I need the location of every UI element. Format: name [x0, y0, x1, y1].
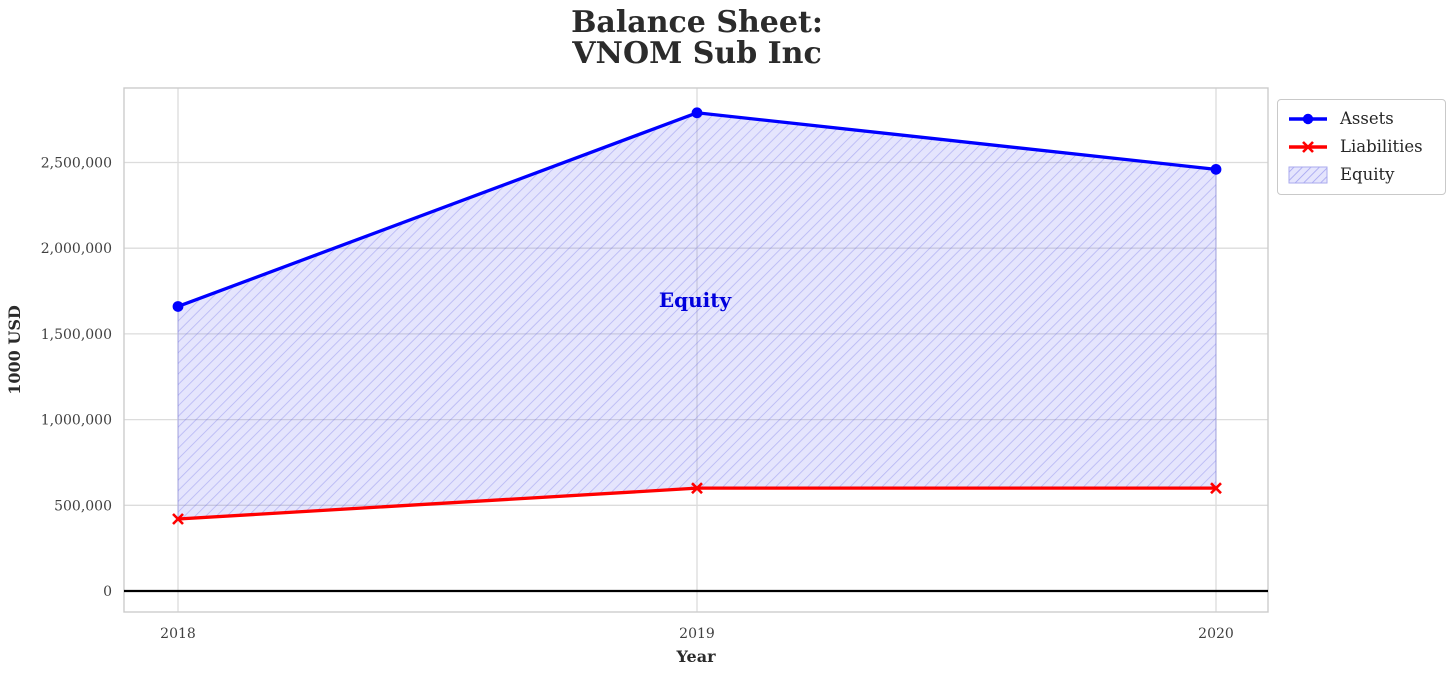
- legend-label-liabilities: Liabilities: [1340, 137, 1423, 156]
- y-tick-label: 2,000,000: [41, 241, 112, 257]
- y-axis-label: 1000 USD: [5, 305, 24, 395]
- x-tick-labels: 2018 2019 2020: [160, 626, 1234, 642]
- assets-marker: [1210, 163, 1222, 175]
- chart-title-line2: VNOM Sub Inc: [571, 36, 822, 71]
- legend: Assets Liabilities Equity: [1277, 99, 1446, 195]
- series-layer: [124, 107, 1268, 593]
- plot-border: [123, 87, 1269, 613]
- assets-line-circle-icon: [1289, 113, 1327, 124]
- x-axis-label: Year: [675, 647, 716, 666]
- x-tick-label: 2019: [679, 626, 715, 642]
- legend-item-liabilities: Liabilities: [1287, 135, 1435, 158]
- equity-area-annotation: Equity: [659, 288, 733, 312]
- x-tick-label: 2018: [160, 626, 196, 642]
- legend-label-assets: Assets: [1340, 109, 1394, 128]
- liabilities-marker: [1210, 482, 1222, 495]
- legend-item-assets: Assets: [1287, 107, 1435, 130]
- assets-marker: [691, 107, 703, 119]
- y-tick-label: 0: [103, 584, 112, 600]
- legend-label-equity: Equity: [1340, 165, 1395, 184]
- y-tick-label: 2,500,000: [41, 156, 112, 172]
- y-tick-label: 500,000: [54, 498, 112, 514]
- x-tick-label: 2020: [1198, 626, 1234, 642]
- legend-item-equity: Equity: [1287, 163, 1435, 186]
- assets-marker: [172, 301, 184, 312]
- liabilities-marker: [691, 482, 703, 495]
- y-tick-label: 1,000,000: [41, 413, 112, 429]
- y-tick-labels: 0 500,000 1,000,000 1,500,000 2,000,000 2,500…: [41, 156, 112, 601]
- liabilities-line-x-icon: [1289, 140, 1327, 153]
- chart-title-line1: Balance Sheet:: [571, 5, 823, 40]
- equity-hatched-patch-icon: [1288, 166, 1328, 183]
- liabilities-marker: [172, 513, 184, 525]
- y-tick-label: 1,500,000: [41, 327, 112, 343]
